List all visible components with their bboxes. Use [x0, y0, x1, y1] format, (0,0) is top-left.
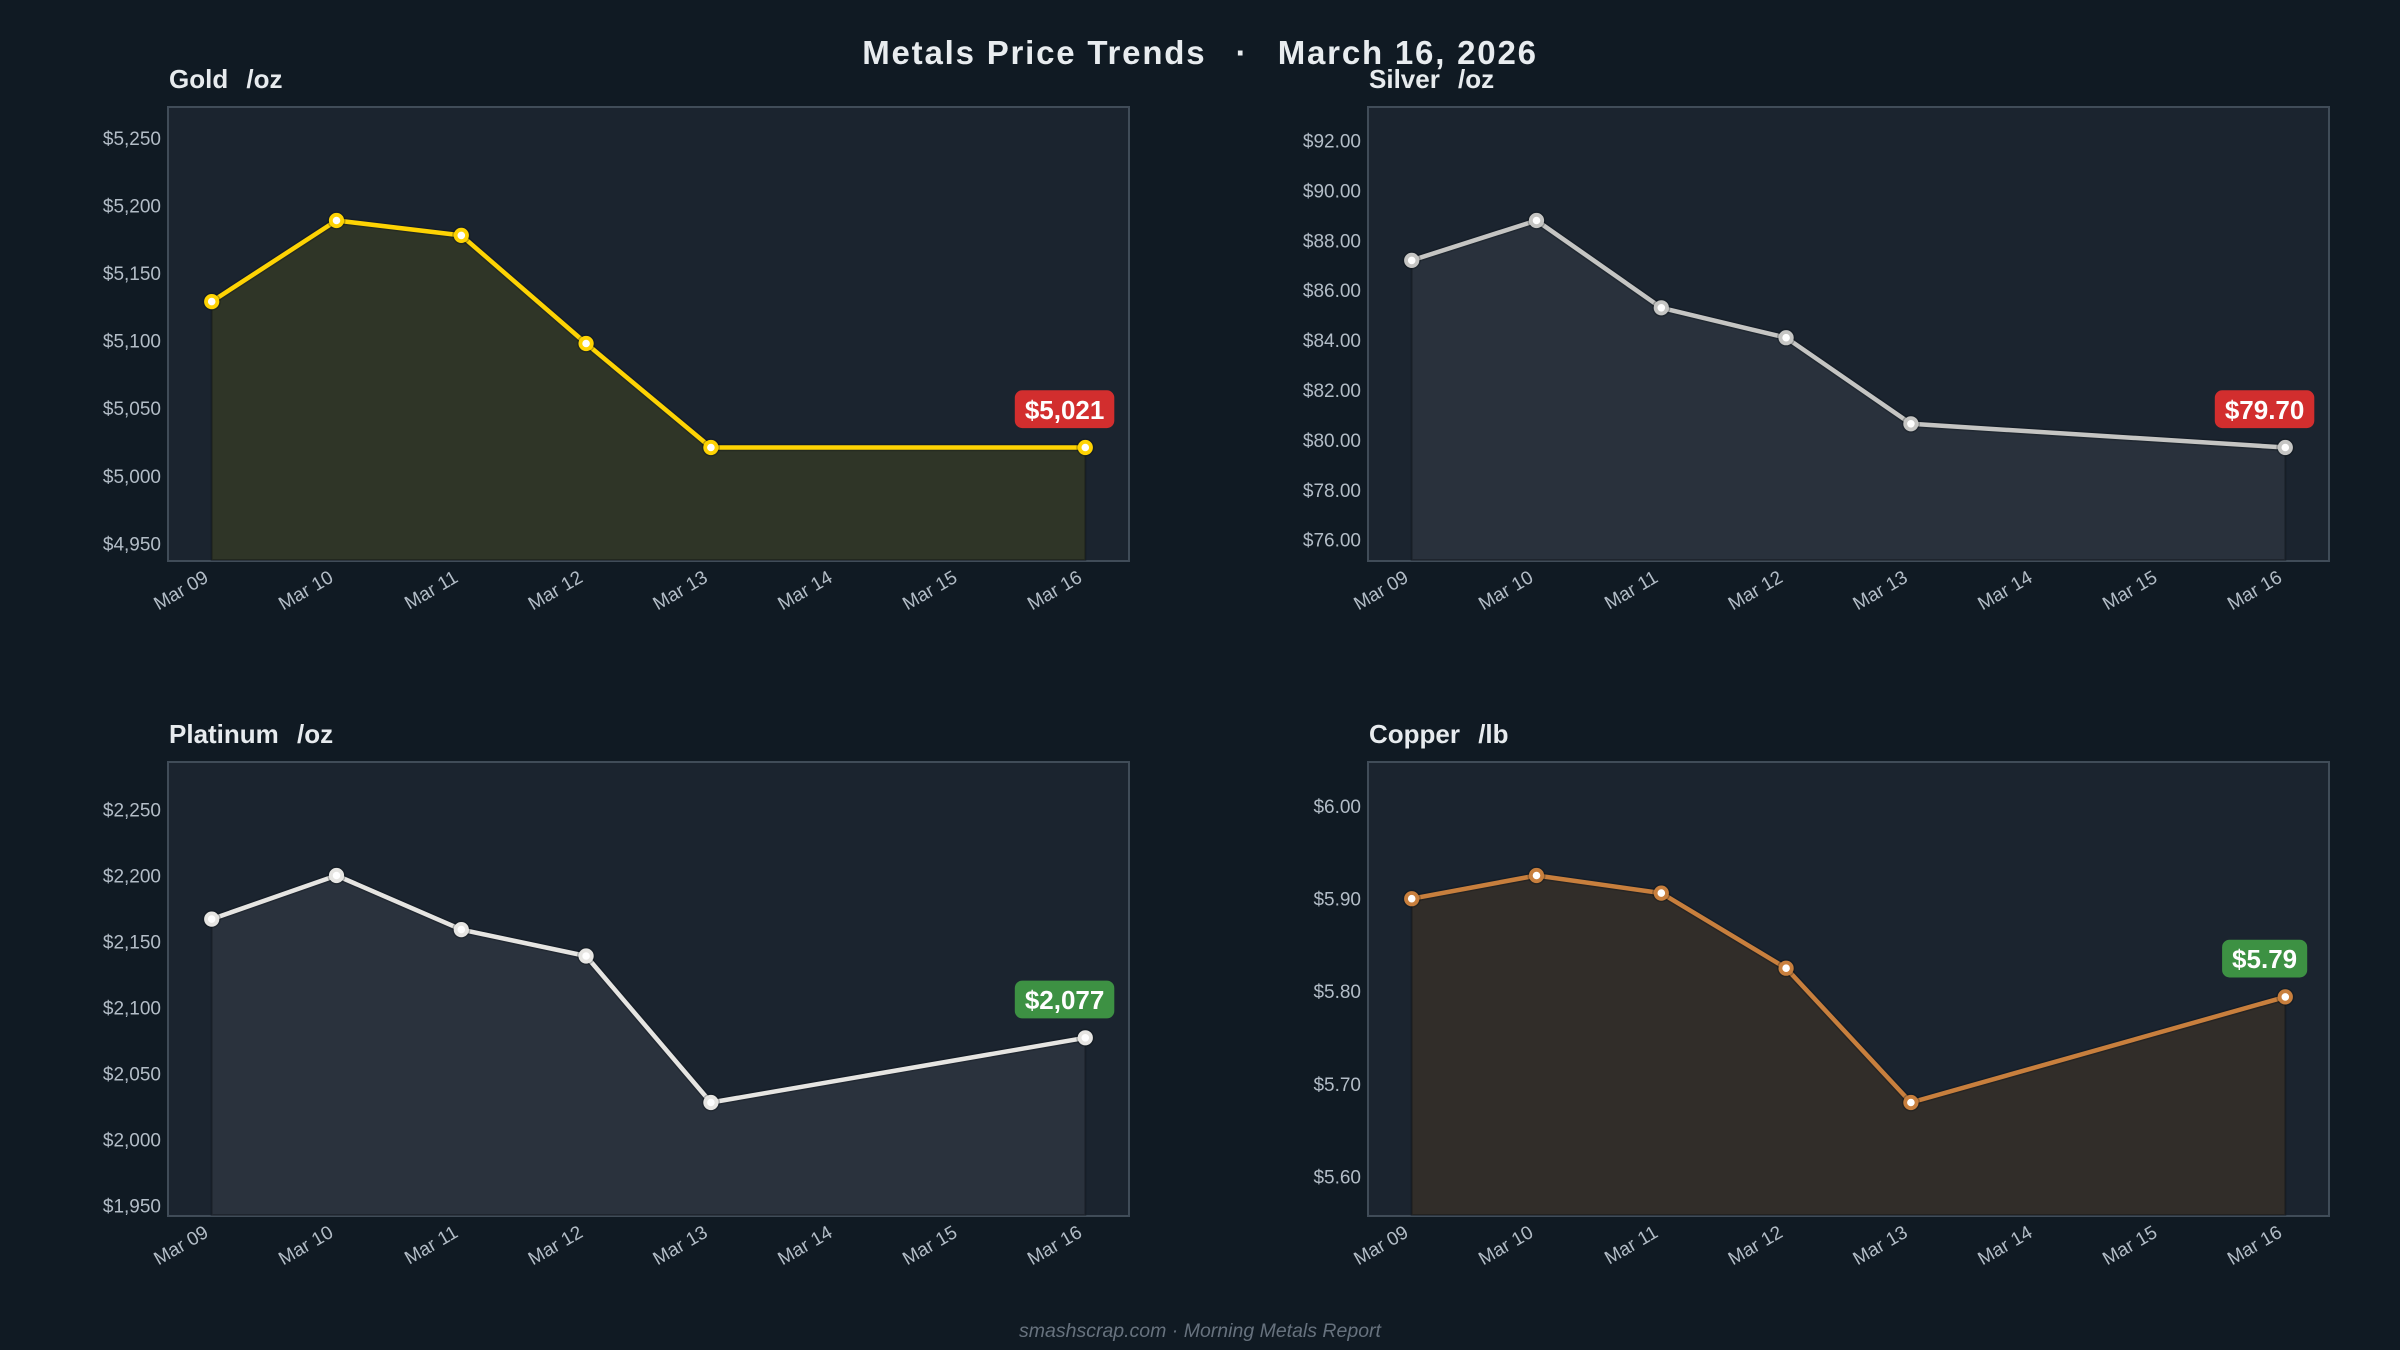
svg-text:$5,100: $5,100	[103, 332, 161, 353]
svg-text:$2,250: $2,250	[103, 800, 161, 821]
svg-text:$5,150: $5,150	[103, 264, 161, 285]
svg-text:$92.00: $92.00	[1303, 132, 1361, 153]
svg-text:$5,250: $5,250	[103, 129, 161, 150]
svg-text:Metals Price Trends · March: Metals Price Trends · March 16, 2026	[862, 34, 1538, 71]
svg-text:$5.60: $5.60	[1313, 1168, 1361, 1189]
svg-text:$2,077: $2,077	[1025, 985, 1105, 1015]
svg-text:$79.70: $79.70	[2225, 395, 2305, 425]
svg-text:$1,950: $1,950	[103, 1196, 161, 1217]
svg-text:$5.90: $5.90	[1313, 890, 1361, 911]
svg-text:$76.00: $76.00	[1303, 531, 1361, 552]
svg-text:Copper /lb: Copper /lb	[1369, 719, 1509, 749]
svg-text:$5.80: $5.80	[1313, 982, 1361, 1003]
svg-text:$2,150: $2,150	[103, 932, 161, 953]
svg-text:$88.00: $88.00	[1303, 231, 1361, 252]
svg-text:$90.00: $90.00	[1303, 181, 1361, 202]
svg-text:$84.00: $84.00	[1303, 331, 1361, 352]
svg-text:$5,050: $5,050	[103, 399, 161, 420]
svg-text:$6.00: $6.00	[1313, 797, 1361, 818]
svg-text:$78.00: $78.00	[1303, 481, 1361, 502]
svg-text:Silver /oz: Silver /oz	[1369, 64, 1494, 94]
svg-text:$5,000: $5,000	[103, 467, 161, 488]
svg-text:$82.00: $82.00	[1303, 381, 1361, 402]
svg-text:$5.79: $5.79	[2232, 944, 2297, 974]
svg-text:$2,050: $2,050	[103, 1064, 161, 1085]
svg-text:$2,000: $2,000	[103, 1130, 161, 1151]
svg-text:$5,200: $5,200	[103, 197, 161, 218]
svg-text:$5,021: $5,021	[1025, 395, 1105, 425]
svg-text:$2,100: $2,100	[103, 998, 161, 1019]
svg-text:Platinum /oz: Platinum /oz	[169, 719, 333, 749]
svg-text:$5.70: $5.70	[1313, 1075, 1361, 1096]
svg-text:Gold /oz: Gold /oz	[169, 64, 283, 94]
svg-text:smashscrap.com · Morning Metal: smashscrap.com · Morning Metals Report	[1019, 1320, 1383, 1342]
svg-text:$80.00: $80.00	[1303, 431, 1361, 452]
svg-text:$86.00: $86.00	[1303, 281, 1361, 302]
svg-text:$2,200: $2,200	[103, 866, 161, 887]
svg-text:$4,950: $4,950	[103, 534, 161, 555]
